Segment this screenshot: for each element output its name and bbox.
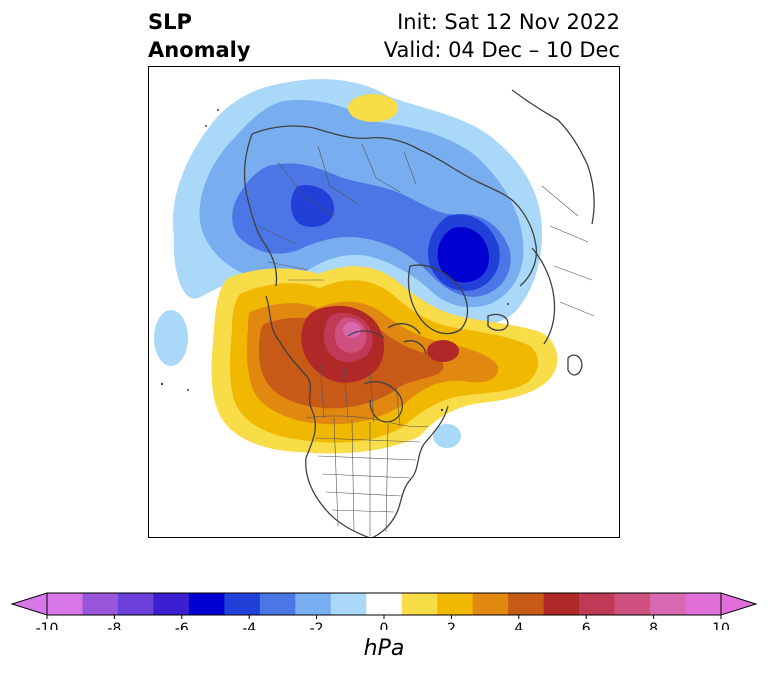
coast-greenland (407, 264, 469, 335)
political-borders (257, 143, 595, 536)
contour-neg-5 (437, 227, 490, 283)
colorbar-extend-max (720, 592, 758, 616)
contour-neg-4b (290, 185, 335, 228)
colorbar-extend-min (10, 592, 48, 616)
colorbar-tick-label: 2 (447, 621, 456, 630)
colorbar: -10 -8 -6 -4 -2 0 2 4 6 8 10 (10, 592, 758, 630)
border-us-states-1 (315, 437, 421, 513)
colorbar-segment (224, 593, 261, 615)
island-6 (507, 303, 509, 305)
colorbar-segment (117, 593, 154, 615)
negative-anomaly-field (154, 79, 542, 448)
colorbar-tick-label: 10 (712, 621, 730, 630)
colorbar-tick-label: -8 (107, 621, 121, 630)
valid-range: Valid: 04 Dec – 10 Dec (383, 38, 620, 62)
chart-title: SLP Anomaly (148, 8, 251, 64)
colorbar-segment (579, 593, 616, 615)
coast-north-america-east (371, 405, 449, 538)
title-line-2: Anomaly (148, 38, 251, 62)
colorbar-tick-label: 4 (514, 621, 523, 630)
border-europe (541, 185, 595, 317)
coast-scandinavia (531, 247, 556, 345)
coast-eurasia (419, 149, 538, 287)
colorbar-segment (330, 593, 367, 615)
slp-anomaly-map (148, 66, 620, 538)
colorbar-segment (82, 593, 119, 615)
colorbar-segment (614, 593, 651, 615)
coast-hudson-bay (363, 381, 403, 423)
colorbar-segment (508, 593, 545, 615)
contour-pos-8 (343, 322, 361, 338)
colorbar-segment (366, 593, 403, 615)
coastlines (243, 89, 595, 538)
coast-europe (511, 89, 595, 225)
coast-iceland (487, 313, 509, 331)
colorbar-tick-label: -2 (310, 621, 324, 630)
border-asia-south (257, 225, 324, 281)
date-info: Init: Sat 12 Nov 2022 Valid: 04 Dec – 10… (384, 8, 620, 64)
coast-uk (567, 354, 583, 376)
contour-neg-1-west (154, 310, 188, 366)
colorbar-unit-label: hPa (363, 636, 405, 661)
colorbar-tick-label: 0 (380, 621, 389, 630)
island-1 (160, 382, 164, 386)
colorbar-segment (295, 593, 332, 615)
border-us-states-2 (333, 417, 389, 536)
map-frame (148, 66, 620, 538)
border-canada-provinces (319, 361, 401, 427)
colorbar-tick-label: -10 (36, 621, 59, 630)
coast-siberia (251, 125, 421, 151)
init-date: Init: Sat 12 Nov 2022 (397, 10, 620, 34)
colorbar-segment (650, 593, 687, 615)
colorbar-tick-label: -4 (242, 621, 256, 630)
contour-pos-arctic (348, 94, 398, 122)
colorbar-segment (437, 593, 474, 615)
colorbar-segment (259, 593, 296, 615)
colorbar-segment (153, 593, 190, 615)
coast-asia-west (243, 133, 278, 287)
island-2 (187, 389, 189, 391)
border-us-canada (305, 415, 429, 428)
colorbar-tick-label: 8 (649, 621, 658, 630)
island-5 (440, 408, 444, 412)
colorbar-segment (47, 593, 83, 615)
island-3 (205, 125, 207, 127)
border-russia-regions (277, 143, 417, 217)
coast-arctic-islands (347, 323, 427, 355)
colorbar-segment (685, 593, 722, 615)
colorbar-tick-label: 6 (582, 621, 591, 630)
colorbar-tick-label: -6 (175, 621, 189, 630)
minor-islands (160, 109, 509, 412)
title-line-1: SLP (148, 10, 192, 34)
contour-pos-5-east (427, 340, 459, 362)
contour-neg-1-east (433, 424, 461, 448)
colorbar-segment (401, 593, 438, 615)
coast-north-america-west (265, 295, 371, 538)
colorbar-segment (472, 593, 509, 615)
colorbar-segment (188, 593, 225, 615)
island-4 (217, 109, 219, 111)
colorbar-segment (543, 593, 580, 615)
